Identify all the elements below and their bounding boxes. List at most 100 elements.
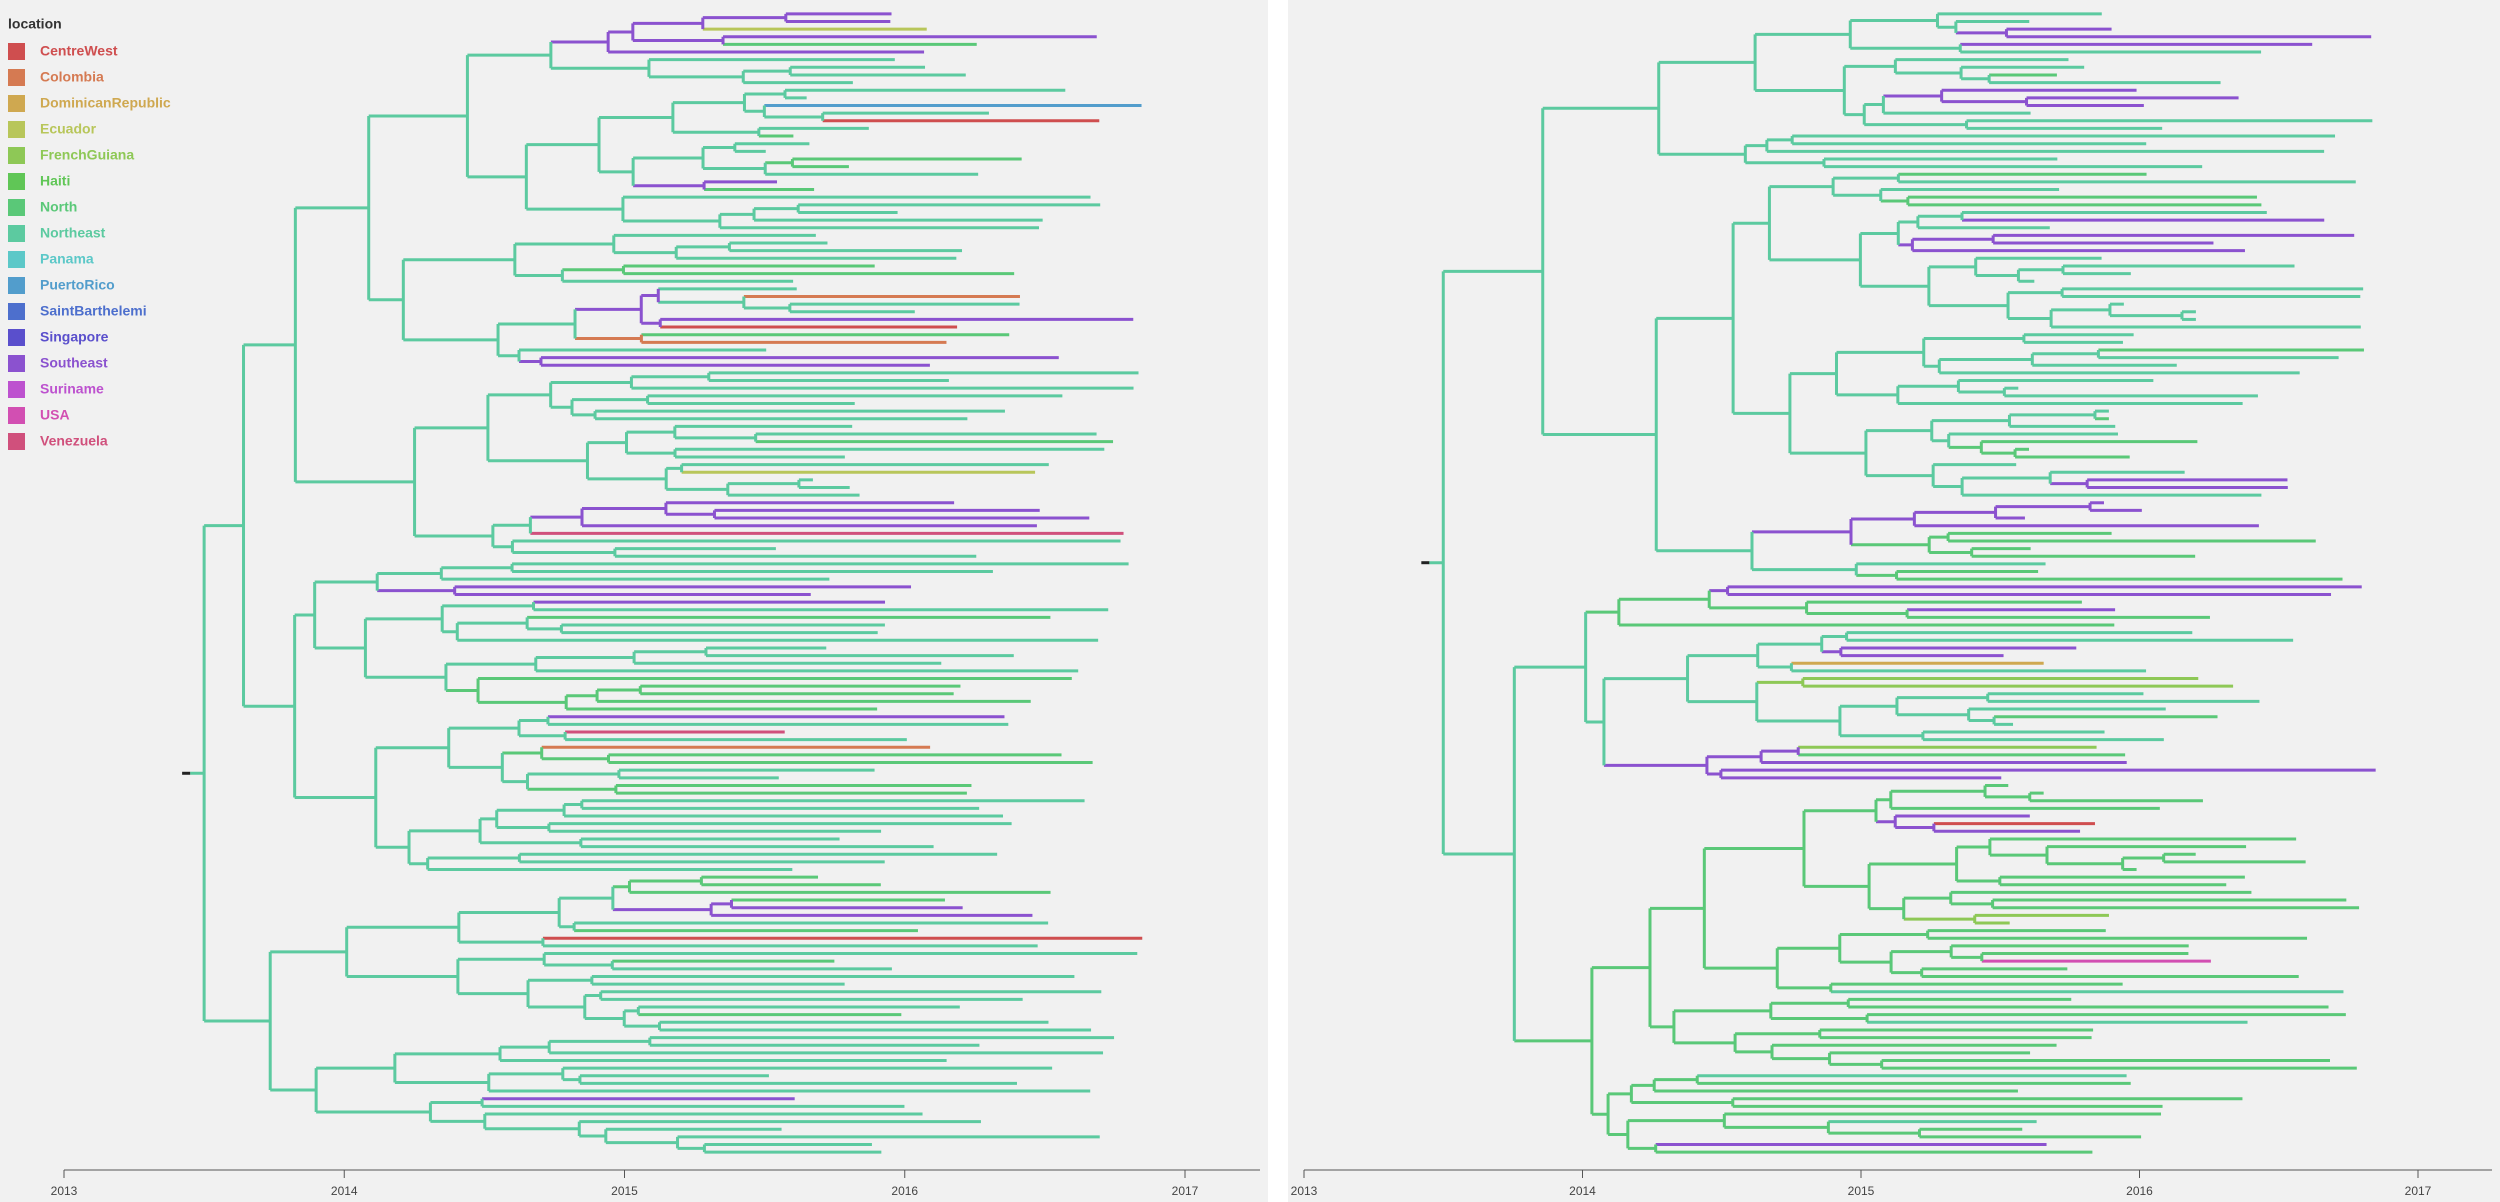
branch: [514, 235, 616, 253]
legend-label: FrenchGuiana: [40, 147, 134, 163]
branch: [204, 344, 246, 707]
branch: [1789, 430, 1868, 476]
branch: [672, 94, 746, 112]
branch: [666, 483, 730, 496]
tick-label: 2016: [2126, 1184, 2153, 1198]
branch: [550, 31, 610, 53]
branch: [1709, 586, 1730, 595]
legend-label: Northeast: [40, 225, 106, 241]
branch: [1833, 174, 1900, 182]
branch: [498, 309, 577, 339]
branch: [478, 695, 568, 710]
branch: [1850, 13, 1939, 28]
branch: [2032, 349, 2100, 358]
branch: [314, 618, 367, 678]
branch: [448, 720, 521, 736]
branch: [1704, 948, 1779, 988]
branch: [1948, 441, 1983, 454]
branch: [2046, 858, 2125, 870]
branch: [633, 147, 705, 169]
branch: [457, 617, 529, 629]
branch: [488, 1068, 565, 1080]
branch: [445, 678, 480, 703]
branch: [658, 296, 746, 308]
branch: [1770, 999, 1850, 1008]
branch: [550, 376, 633, 389]
branch: [484, 1121, 581, 1136]
legend-label: CentreWest: [40, 43, 118, 59]
branch: [430, 1098, 484, 1107]
branch: [1777, 934, 1842, 963]
branch: [514, 269, 564, 282]
branch: [1673, 1033, 1737, 1052]
branch: [1851, 537, 1931, 553]
branch: [622, 214, 722, 228]
branch: [377, 586, 457, 595]
branch: [414, 525, 495, 547]
branch: [743, 304, 792, 312]
branch: [2122, 854, 2166, 862]
legend-label: DominicanRepublic: [40, 95, 171, 111]
branch: [1956, 877, 2002, 885]
branch: [530, 508, 584, 526]
branch: [672, 128, 761, 137]
branch: [1968, 716, 1996, 725]
tree: [190, 12, 1143, 1154]
branch: [368, 55, 469, 177]
branch: [1937, 21, 1958, 33]
tick-label: 2017: [2405, 1184, 2432, 1198]
branch: [1883, 90, 1944, 102]
branch: [502, 747, 544, 759]
branch: [1733, 186, 1771, 260]
branch: [632, 17, 705, 30]
branch: [564, 800, 584, 809]
branch: [629, 877, 703, 885]
branch: [719, 208, 756, 221]
branch: [1860, 266, 1931, 306]
branch: [1735, 1029, 1822, 1038]
legend-swatch: [8, 303, 25, 320]
legend-swatch: [8, 251, 25, 268]
branch: [1975, 269, 2020, 282]
branch: [1821, 632, 1849, 641]
legend-swatch: [8, 147, 25, 164]
branch: [1756, 706, 1842, 736]
branch: [1673, 1003, 1773, 1019]
branch: [666, 464, 684, 473]
branch: [1618, 590, 1711, 608]
branch: [550, 59, 651, 77]
branch: [575, 334, 643, 343]
branch: [346, 912, 461, 943]
legend-label: Singapore: [40, 329, 109, 345]
branch: [1733, 373, 1792, 454]
legend-label: Venezuela: [40, 433, 108, 449]
branch: [528, 995, 587, 1019]
branch: [648, 71, 745, 83]
branch: [1757, 636, 1824, 652]
branch: [582, 502, 668, 515]
branch: [368, 259, 405, 340]
tick-label: 2014: [1569, 1184, 1596, 1198]
branch: [599, 102, 675, 133]
branch: [1895, 823, 1936, 832]
branch: [1603, 756, 1709, 774]
legend-label: PuertoRico: [40, 277, 115, 293]
branch: [1880, 197, 1910, 205]
branch: [1585, 599, 1621, 626]
branch: [295, 116, 371, 300]
branch: [1903, 892, 1953, 904]
branch: [1789, 352, 1838, 395]
branch: [535, 651, 636, 664]
branch: [1687, 682, 1759, 721]
branch: [1950, 900, 1995, 908]
branch: [1751, 563, 1858, 576]
branch: [2050, 479, 2089, 488]
branch: [1735, 1045, 1774, 1059]
branch: [1806, 609, 1909, 618]
legend-swatch: [8, 277, 25, 294]
branch: [562, 265, 625, 274]
branch: [445, 657, 538, 671]
branch: [711, 900, 733, 908]
branch: [314, 573, 379, 591]
branch: [365, 664, 448, 691]
